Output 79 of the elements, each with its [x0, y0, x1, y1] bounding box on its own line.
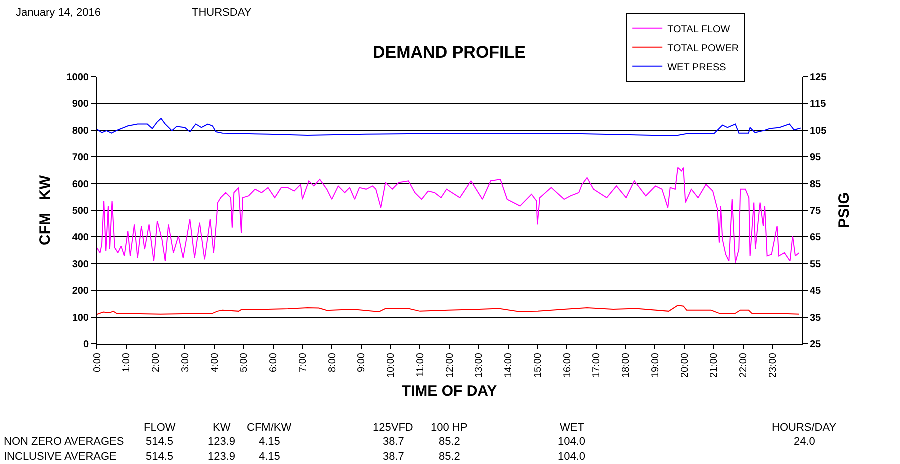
x-tick-label: 21:00 [709, 352, 720, 378]
y2-tick-label: 55 [810, 259, 822, 270]
y-tick-label: 400 [72, 232, 90, 244]
text: FLOW [144, 422, 176, 434]
text: 85.2 [439, 436, 460, 448]
text: 38.7 [383, 451, 404, 463]
x-tick-label: 18:00 [621, 352, 632, 378]
y-tick-label: 800 [72, 126, 90, 137]
x-tick-label: 15:00 [532, 352, 544, 378]
chart-title: DEMAND PROFILE [373, 42, 526, 62]
y2-tick-label: 95 [810, 152, 822, 164]
text: 100 HP [431, 422, 468, 434]
text: 24.0 [794, 436, 816, 448]
x-tick-label: 4:00 [210, 352, 221, 372]
y-tick-label: 300 [72, 259, 90, 270]
y-tick-label: 600 [72, 179, 90, 190]
x-tick-label: 2:00 [151, 352, 162, 372]
x-tick-label: 16:00 [562, 352, 574, 378]
legend-label: TOTAL POWER [668, 43, 740, 54]
text: 125VFD [373, 422, 414, 434]
text: 4.15 [259, 451, 280, 463]
x-tick-label: 3:00 [180, 352, 192, 372]
text: 4.15 [259, 436, 280, 448]
text: 85.2 [439, 451, 460, 463]
text: 514.5 [146, 436, 174, 448]
text: CFM/KW [247, 422, 292, 434]
x-tick-label: 8:00 [327, 352, 338, 372]
y2-tick-label: 85 [810, 179, 822, 190]
y-tick-label: 100 [72, 312, 90, 324]
y2-axis-title: PSIG [836, 192, 854, 228]
x-tick-label: 11:00 [415, 352, 426, 378]
text: WET [560, 422, 585, 434]
y-axis-title: CFM KW [37, 174, 54, 246]
text: 123.9 [208, 436, 236, 448]
y-tick-label: 0 [83, 340, 90, 350]
text: THURSDAY [192, 7, 252, 19]
y2-tick-label: 115 [810, 99, 827, 110]
y-tick-label: 700 [72, 152, 90, 164]
x-tick-label: 6:00 [268, 352, 280, 372]
text: NON ZERO AVERAGES [4, 436, 124, 448]
text: 38.7 [383, 436, 404, 448]
y2-tick-label: 105 [810, 126, 828, 137]
x-tick-label: 23:00 [768, 352, 779, 378]
x-tick-label: 7:00 [298, 352, 309, 372]
text: January 14, 2016 [16, 7, 102, 19]
x-tick-label: 9:00 [356, 352, 368, 372]
legend-label: WET PRESS [668, 62, 727, 74]
x-tick-label: 12:00 [444, 352, 456, 378]
y-tick-label: 1000 [66, 72, 90, 84]
text: INCLUSIVE AVERAGE [4, 451, 117, 463]
text: KW [213, 422, 232, 434]
x-tick-label: 10:00 [386, 352, 397, 378]
y-tick-label: 200 [72, 286, 90, 298]
x-tick-label: 0:00 [92, 352, 104, 372]
y2-tick-label: 65 [810, 232, 822, 244]
line-series [97, 305, 800, 316]
x-tick-label: 1:00 [122, 352, 133, 372]
text: 104.0 [558, 451, 586, 463]
y-tick-label: 500 [72, 206, 90, 217]
text: 104.0 [558, 436, 586, 448]
line-series [97, 167, 800, 264]
y-tick-label: 900 [72, 99, 90, 110]
y2-tick-label: 45 [810, 286, 822, 298]
text: 123.9 [208, 451, 236, 463]
text: 514.5 [146, 451, 174, 463]
x-tick-label: 17:00 [592, 352, 603, 378]
x-tick-label: 19:00 [650, 352, 662, 378]
x-axis-title: TIME OF DAY [402, 383, 498, 400]
y2-tick-label: 35 [810, 312, 822, 324]
text: HOURS/DAY [772, 422, 838, 434]
x-tick-label: 13:00 [474, 352, 486, 378]
y2-tick-label: 25 [810, 340, 822, 350]
legend-label: TOTAL FLOW [668, 24, 731, 36]
x-tick-label: 5:00 [239, 352, 250, 372]
x-tick-label: 14:00 [504, 352, 514, 378]
y2-tick-label: 125 [810, 72, 828, 84]
y2-tick-label: 75 [810, 206, 822, 217]
x-tick-label: 22:00 [738, 352, 750, 378]
x-tick-label: 20:00 [680, 352, 691, 378]
